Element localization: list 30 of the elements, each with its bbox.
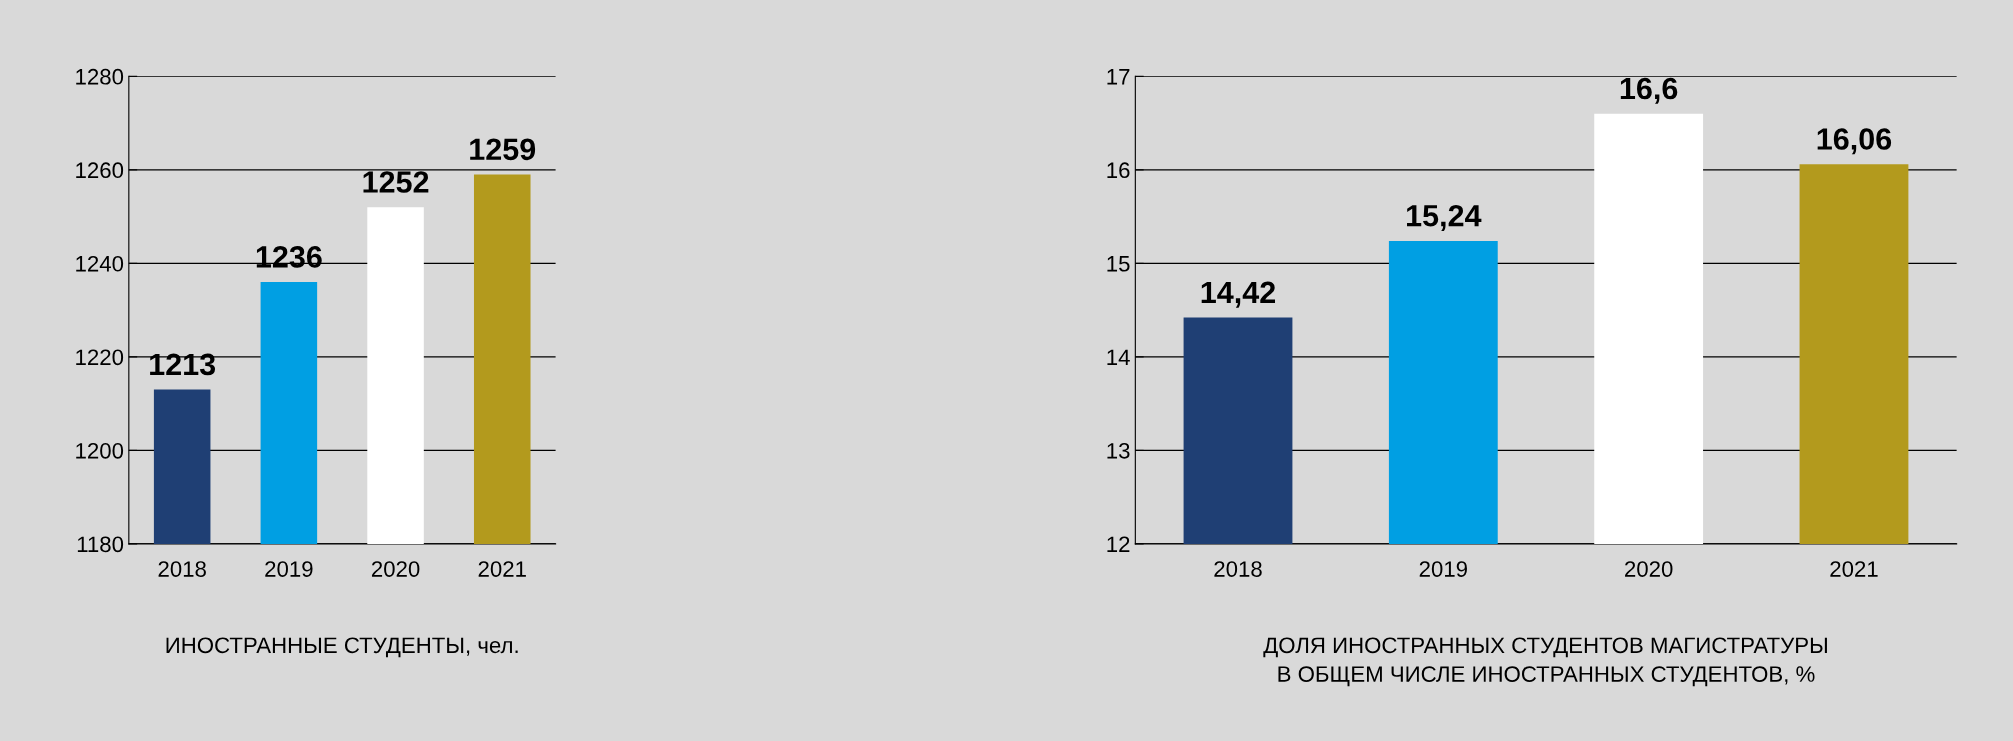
y-tick-label: 15	[1107, 256, 1130, 272]
data-label: 1236	[256, 246, 322, 268]
data-label: 14,42	[1201, 281, 1276, 308]
y-tick-label: 1220	[76, 349, 124, 366]
y-tick-label: 14	[1107, 349, 1130, 365]
data-label: 1259	[470, 138, 536, 161]
x-tick-label: 2019	[265, 561, 313, 577]
x-tick-label: 2020	[371, 561, 420, 577]
data-label: 16,06	[1817, 128, 1892, 155]
y-tick-label: 1260	[76, 162, 124, 179]
x-tick-label: 2021	[478, 561, 526, 577]
data-label: 1213	[150, 353, 216, 376]
x-tick-label: 2021	[1830, 561, 1878, 577]
x-axis-title: ИНОСТРАННЫЕ СТУДЕНТЫ, чел.	[166, 637, 518, 658]
x-axis-title: ДОЛЯ ИНОСТРАННЫХ СТУДЕНТОВ МАГИСТРАТУРЫ В ОБЩЕМ ЧИСЛЕ ИНОСТРАННЫХ СТУДЕНТОВ, %	[1263, 637, 1827, 687]
data-label: 16,6	[1620, 77, 1678, 104]
y-tick-label: 17	[1107, 69, 1130, 85]
y-tick-label: 1180	[77, 536, 124, 553]
x-tick-label: 2018	[1214, 561, 1262, 577]
x-tick-label: 2019	[1419, 561, 1467, 577]
y-tick-label: 13	[1107, 442, 1130, 459]
y-tick-label: 16	[1107, 162, 1130, 179]
data-label: 15,24	[1407, 204, 1482, 231]
x-tick-label: 2018	[158, 561, 206, 577]
x-tick-label: 2020	[1625, 561, 1673, 577]
y-tick-label: 1240	[76, 255, 124, 272]
y-tick-label: 1200	[76, 442, 124, 459]
data-label: 1252	[363, 171, 429, 193]
y-tick-label: 1280	[76, 68, 124, 85]
y-tick-label: 12	[1107, 536, 1130, 552]
